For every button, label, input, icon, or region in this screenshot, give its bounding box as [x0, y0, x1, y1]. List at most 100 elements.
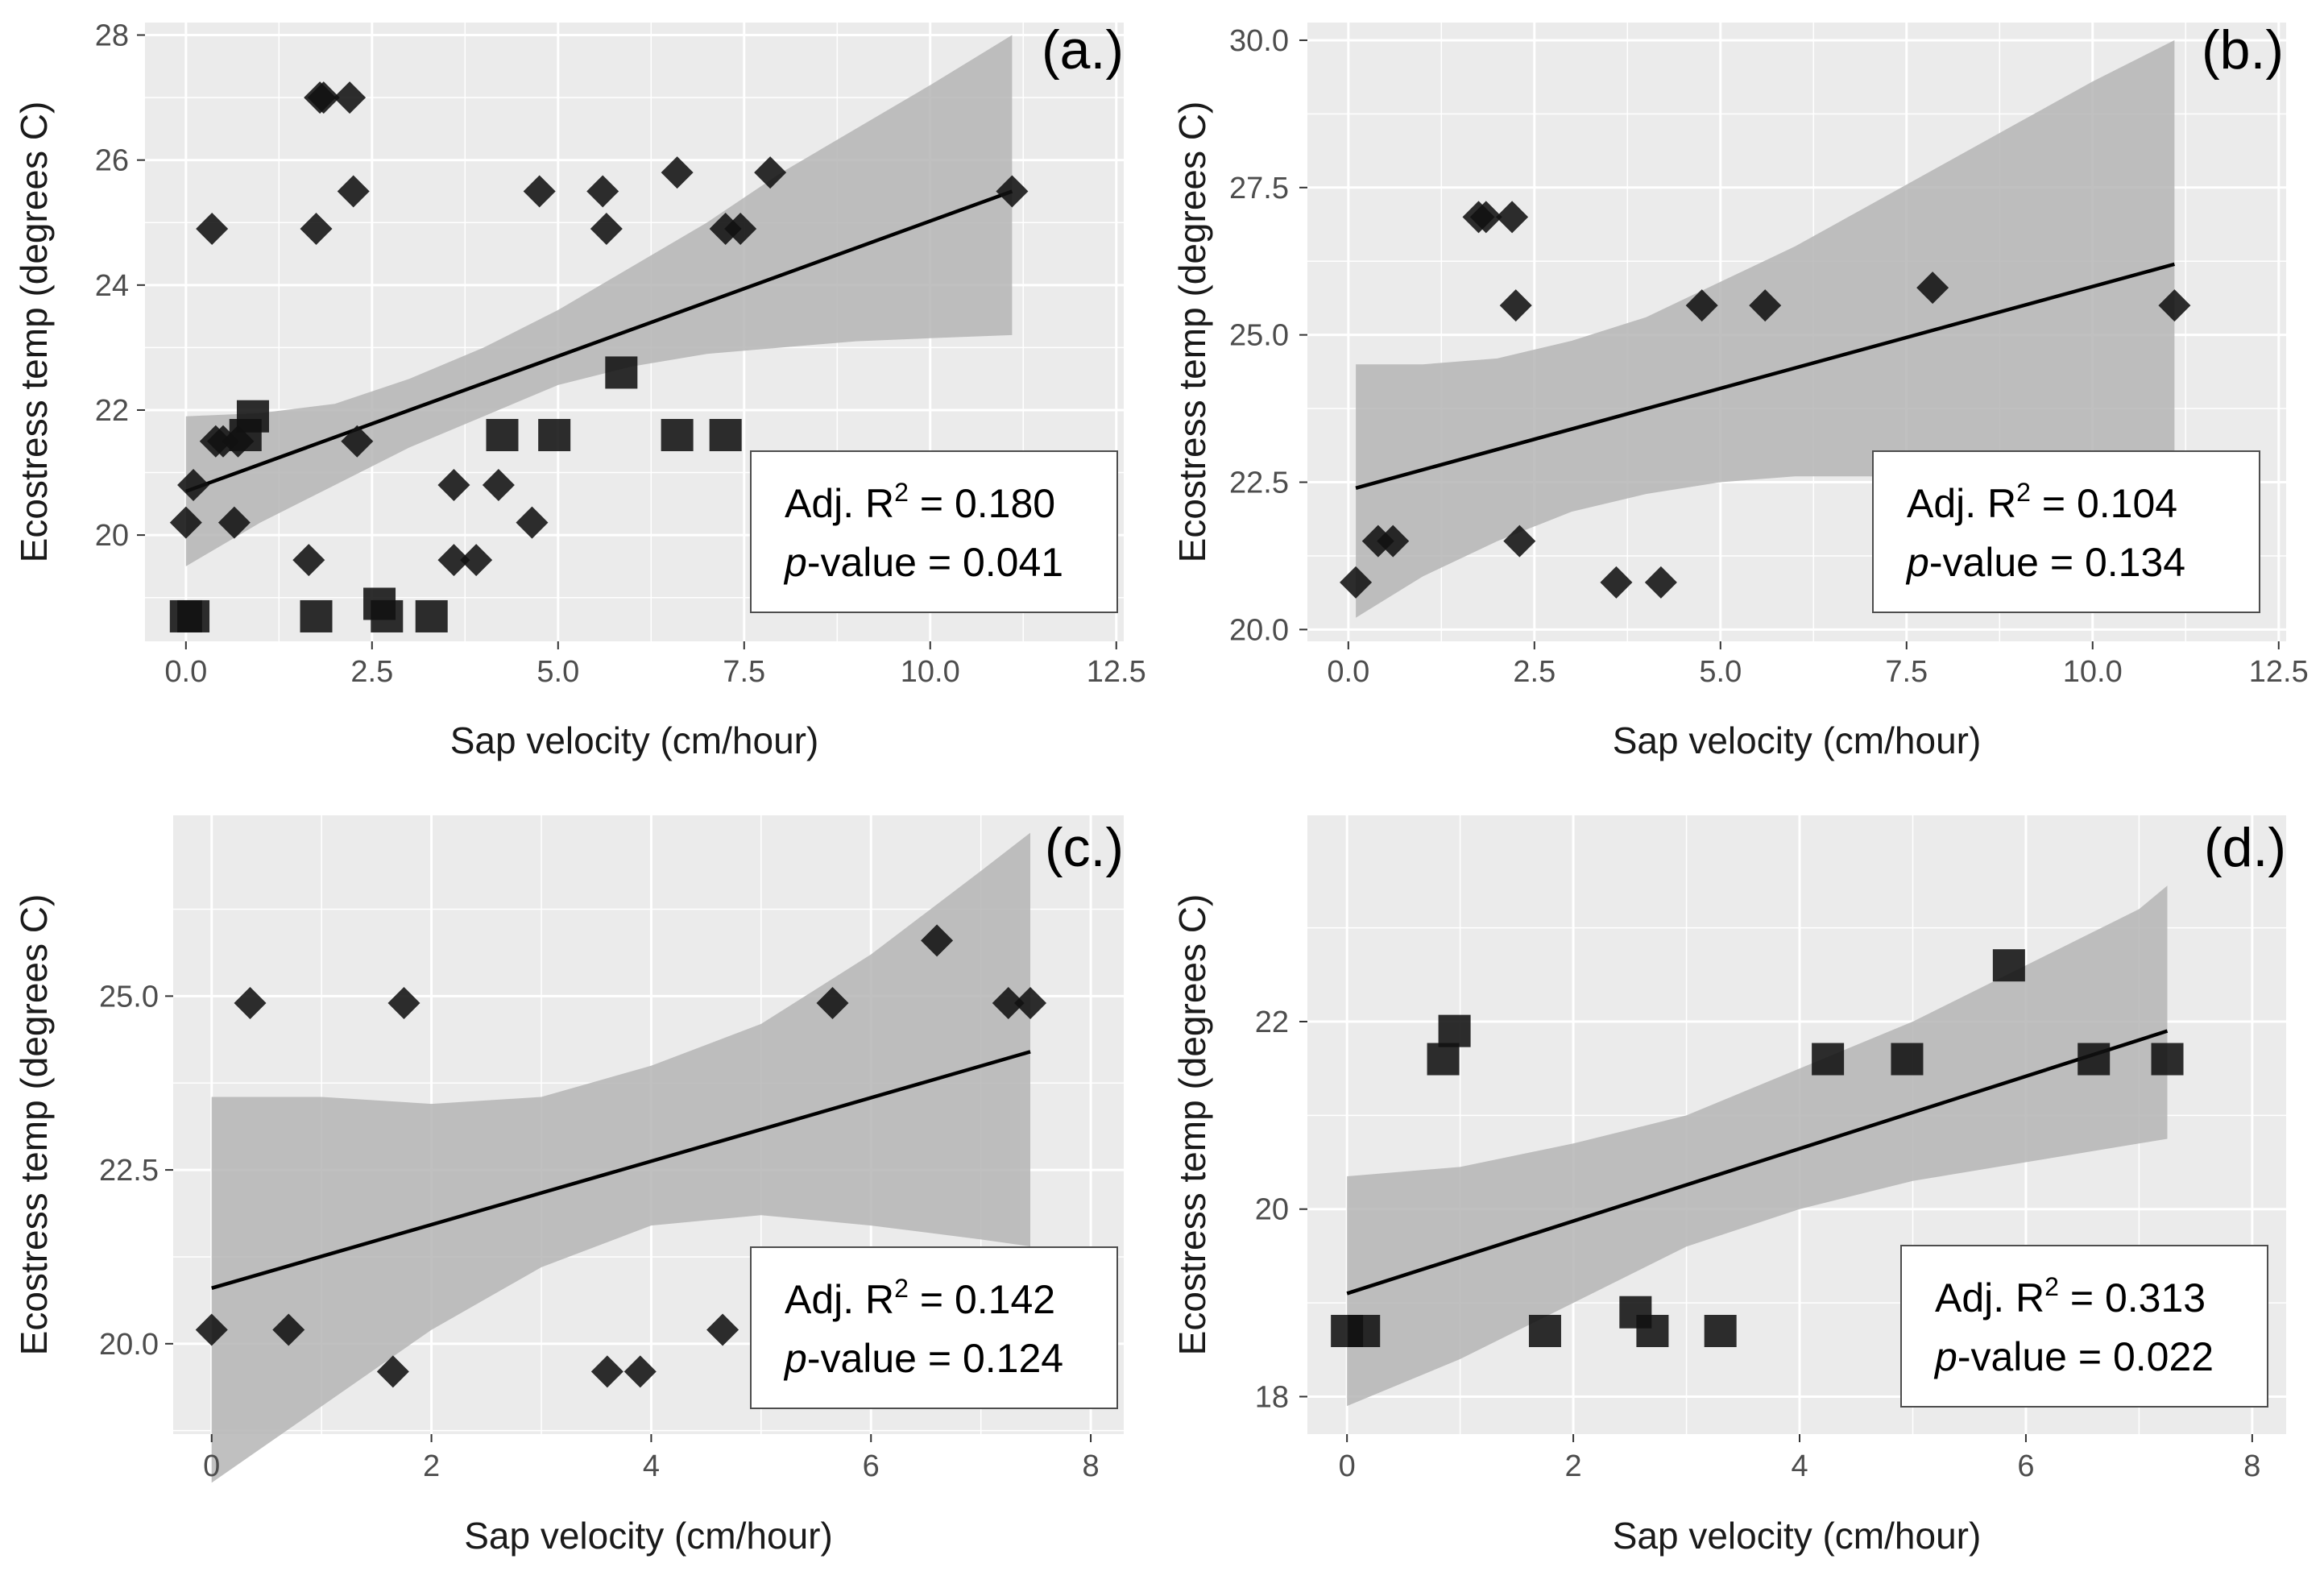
- series-diamond: [195, 924, 1047, 1388]
- r2-label: Adj. R: [785, 1277, 894, 1322]
- data-point-square: [709, 419, 742, 451]
- data-point-diamond: [337, 175, 370, 208]
- x-axis-label: Sap velocity (cm/hour): [1613, 719, 1982, 761]
- stats-box-frame: [1900, 1245, 2268, 1408]
- r2-line: Adj. R2 = 0.180: [785, 478, 1055, 526]
- data-point-diamond: [169, 506, 202, 539]
- x-axis-label: Sap velocity (cm/hour): [1613, 1515, 1982, 1557]
- r2-superscript: 2: [2016, 478, 2031, 507]
- data-point-diamond: [996, 175, 1029, 208]
- stats-box-frame: [750, 1246, 1118, 1409]
- y-tick-label: 28: [95, 19, 129, 53]
- p-label: p: [783, 1336, 807, 1381]
- data-point-diamond: [177, 469, 210, 502]
- x-tick-label: 2.5: [350, 655, 393, 689]
- series-square: [1331, 949, 2184, 1347]
- y-tick-label: 27.5: [1229, 172, 1289, 205]
- y-tick-label: 18: [1255, 1380, 1289, 1414]
- data-point-diamond: [300, 213, 333, 245]
- y-tick-label: 24: [95, 269, 129, 303]
- data-point-square: [177, 599, 210, 632]
- data-point-diamond: [460, 544, 493, 577]
- data-point-diamond: [1377, 524, 1410, 558]
- x-tick-label: 12.5: [2249, 655, 2309, 689]
- data-point-diamond: [724, 213, 757, 245]
- r2-value: = 0.313: [2059, 1275, 2206, 1321]
- p-value: -value = 0.134: [1929, 540, 2185, 585]
- series-diamond: [1340, 201, 2191, 599]
- x-tick-label: 8: [1083, 1449, 1100, 1483]
- data-point-square: [538, 419, 571, 451]
- panel-label: (a.): [1042, 19, 1124, 81]
- data-point-diamond: [1499, 289, 1532, 322]
- data-point-diamond: [376, 1355, 409, 1388]
- y-tick-label: 20: [95, 519, 129, 553]
- r2-line: Adj. R2 = 0.104: [1907, 478, 2177, 526]
- data-point-diamond: [341, 425, 374, 458]
- y-tick-label: 30.0: [1229, 24, 1289, 58]
- data-point-diamond: [292, 544, 325, 577]
- data-point-diamond: [1600, 566, 1633, 599]
- r2-label: Adj. R: [785, 481, 894, 526]
- data-point-diamond: [195, 1313, 228, 1346]
- stats-box: Adj. R2 = 0.180 p-value = 0.041: [750, 450, 1118, 613]
- x-tick-label: 4: [1791, 1449, 1808, 1483]
- p-label: p: [1905, 540, 1929, 585]
- r2-superscript: 2: [894, 1274, 909, 1303]
- data-point-diamond: [586, 175, 619, 208]
- panel-d: 0 2 4 6 8 18 20 22 Sap velocity (cm/hour) Ecostre…: [1171, 815, 2286, 1557]
- r2-value: = 0.142: [909, 1277, 1055, 1322]
- y-tick-label: 20: [1255, 1193, 1289, 1227]
- x-tick-label: 5.0: [1699, 655, 1742, 689]
- y-tick-label: 20.0: [1229, 613, 1289, 647]
- p-label: p: [783, 540, 807, 585]
- data-point-diamond: [2158, 289, 2191, 322]
- x-tick-label: 5.0: [536, 655, 579, 689]
- r2-superscript: 2: [2044, 1272, 2059, 1301]
- data-point-diamond: [1014, 986, 1047, 1019]
- data-point-square: [415, 599, 448, 632]
- y-tick-label: 22.5: [1229, 466, 1289, 500]
- data-point-square: [661, 419, 694, 451]
- data-point-diamond: [234, 986, 267, 1019]
- regression-line: [1355, 262, 2176, 490]
- panel-label: (c.): [1045, 817, 1124, 878]
- stats-box-frame: [750, 450, 1118, 613]
- y-tick-label: 22: [1255, 1005, 1289, 1039]
- p-value: -value = 0.041: [807, 540, 1063, 585]
- data-point-square: [1348, 1315, 1381, 1347]
- data-point-diamond: [706, 1313, 739, 1346]
- data-point-diamond: [307, 81, 340, 114]
- x-tick-label: 10.0: [2063, 655, 2123, 689]
- p-label: p: [1933, 1334, 1957, 1379]
- x-tick-label: 4: [643, 1449, 660, 1483]
- p-line: p-value = 0.022: [1933, 1334, 2214, 1379]
- y-tick-label: 26: [95, 144, 129, 178]
- y-tick-label: 20.0: [99, 1328, 159, 1362]
- data-point-square: [2078, 1043, 2111, 1076]
- data-point-diamond: [623, 1355, 657, 1388]
- data-point-diamond: [1644, 566, 1677, 599]
- x-tick-label: 7.5: [1885, 655, 1928, 689]
- data-point-diamond: [523, 175, 556, 208]
- x-tick-label: 0: [1339, 1449, 1356, 1483]
- data-point-diamond: [1469, 201, 1502, 234]
- x-tick-label: 7.5: [723, 655, 765, 689]
- data-point-square: [371, 599, 404, 632]
- y-tick-label: 22: [95, 394, 129, 428]
- p-line: p-value = 0.041: [783, 540, 1063, 585]
- regression-line: [211, 1050, 1031, 1290]
- data-point-diamond: [590, 1355, 623, 1388]
- y-axis-label: Ecostress temp (degrees C): [13, 102, 55, 563]
- data-point-square: [1438, 1014, 1471, 1047]
- p-value: -value = 0.124: [807, 1336, 1063, 1381]
- y-axis-label: Ecostress temp (degrees C): [13, 894, 55, 1356]
- data-point-diamond: [272, 1313, 305, 1346]
- data-point-square: [605, 356, 638, 389]
- axis-ticks: 0.0 2.5 5.0 7.5 10.0 12.5 20.0 22.5 25.0 27.5 30.0: [1229, 24, 2309, 689]
- data-point-diamond: [437, 469, 470, 502]
- series-diamond: [169, 81, 1029, 577]
- x-tick-label: 12.5: [1087, 655, 1146, 689]
- p-line: p-value = 0.134: [1905, 540, 2185, 585]
